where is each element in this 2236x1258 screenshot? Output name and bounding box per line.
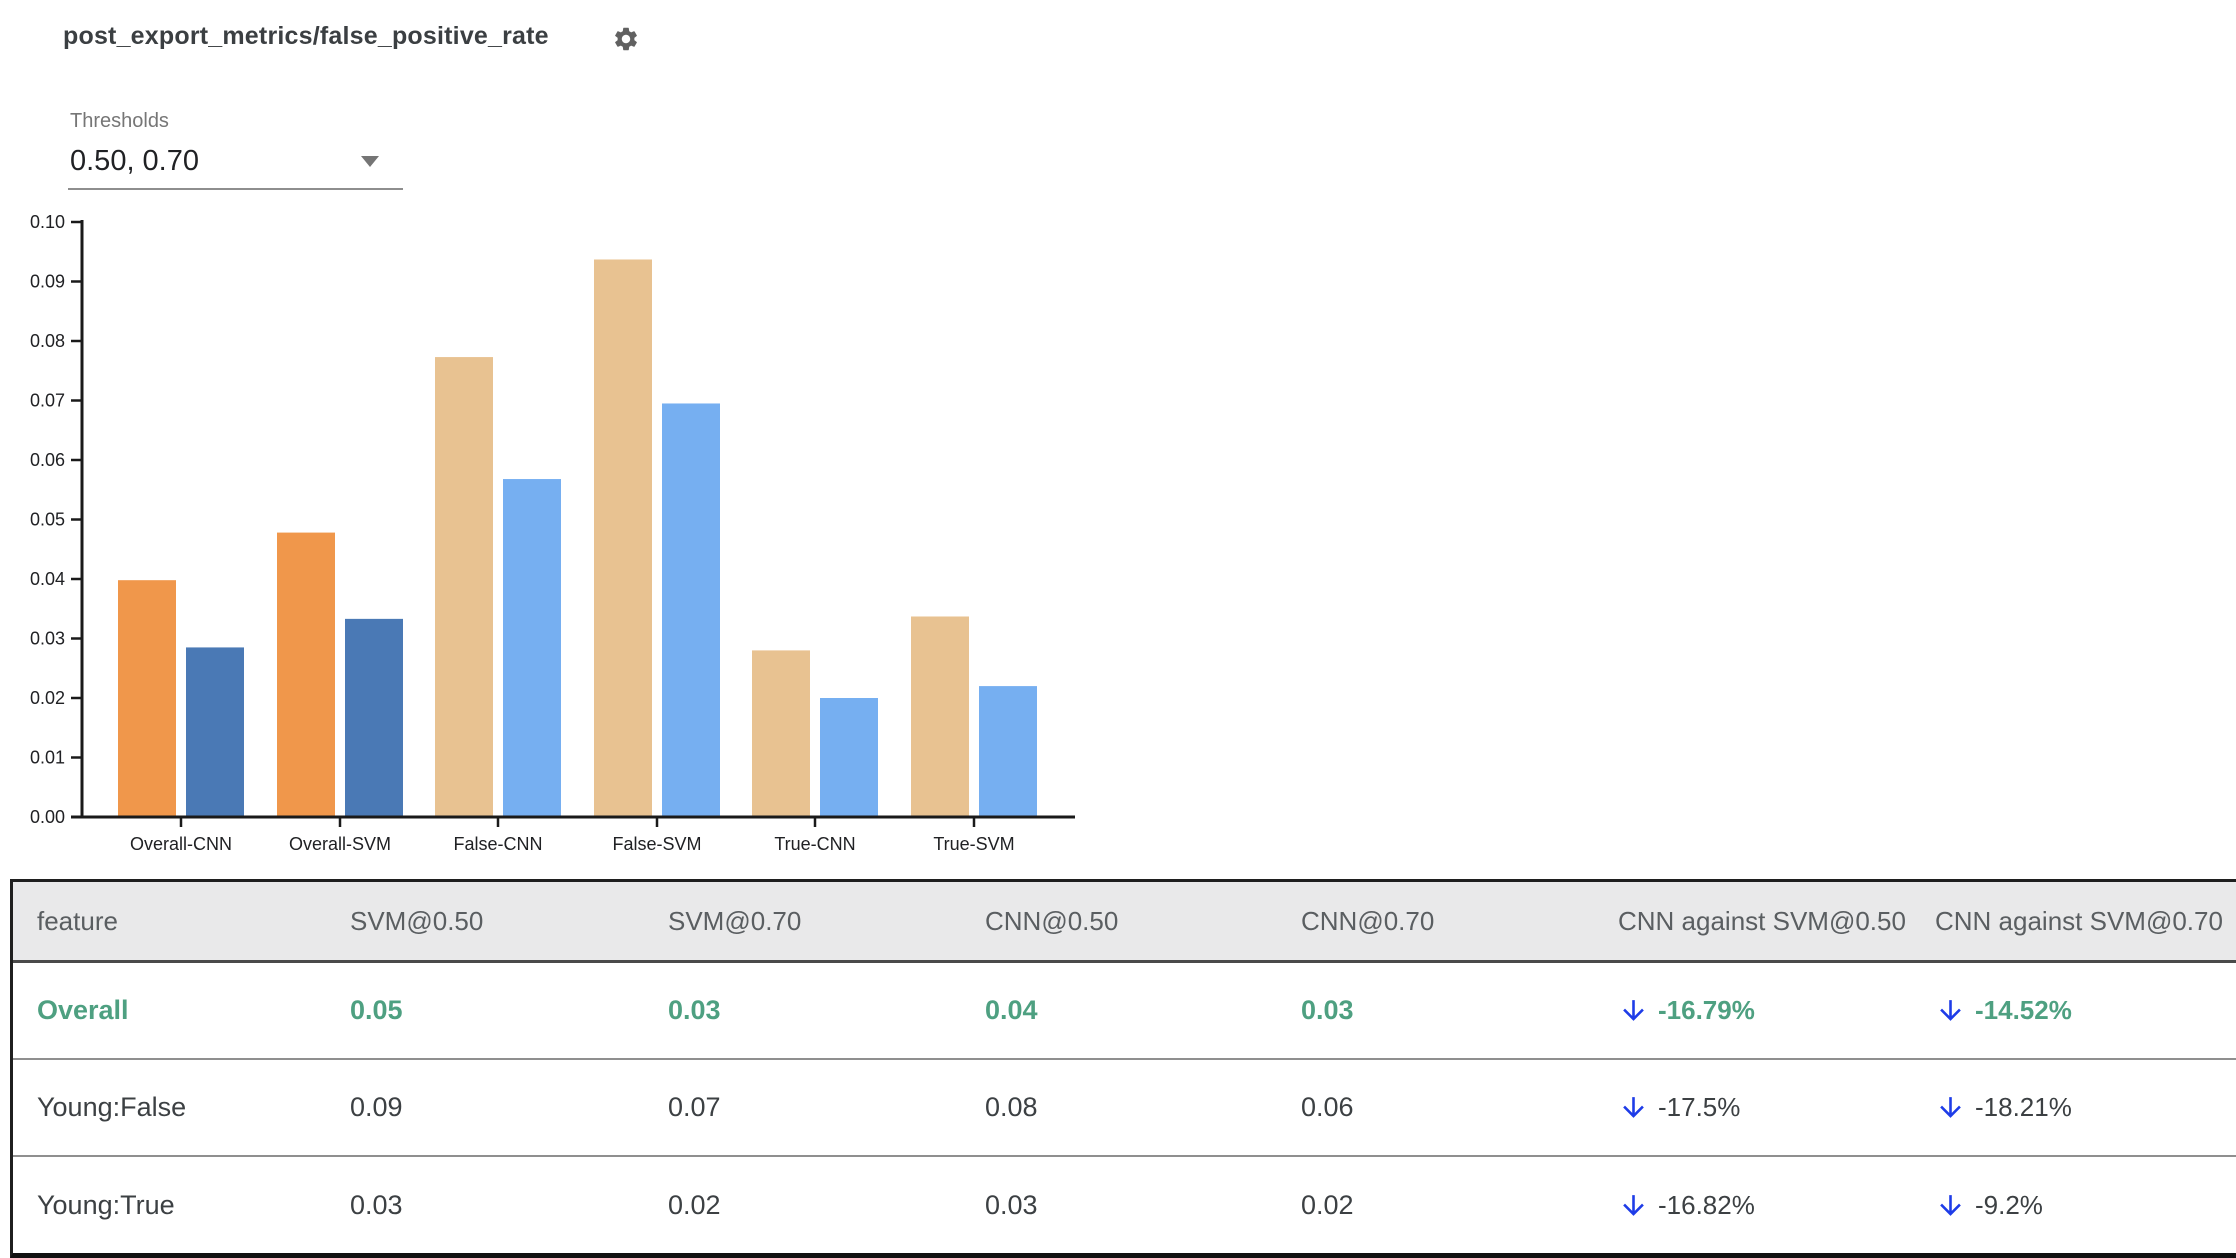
svg-text:0.01: 0.01 [30,748,65,768]
arrow-down-icon [1935,1092,1966,1123]
thresholds-select-label: Thresholds [70,110,169,132]
svg-text:0.03: 0.03 [30,629,65,649]
cnn70-cell: 0.03 [1301,995,1354,1025]
arrow-down-icon [1935,1190,1966,1221]
diff50-value: -16.82% [1658,1189,1755,1220]
column-header-diff70: CNN against SVM@0.70 [1935,905,2223,936]
diff50-value: -17.5% [1658,1092,1741,1122]
table-header-row: feature SVM@0.50 SVM@0.70 CNN@0.50 CNN@0… [13,882,2236,963]
cnn50-cell: 0.08 [985,1092,1038,1122]
arrow-down-icon [1618,1092,1649,1123]
table-row-young-false[interactable]: Young:False 0.09 0.07 0.08 0.06 -17.5% -… [13,1060,2236,1157]
svg-text:0.10: 0.10 [30,212,65,232]
svg-text:0.09: 0.09 [30,272,65,292]
feature-cell: Overall [37,995,129,1025]
svg-text:Overall-SVM: Overall-SVM [289,834,391,854]
thresholds-select[interactable]: Thresholds 0.50, 0.70 [68,110,403,190]
column-header-feature: feature [37,905,118,936]
svm70-cell: 0.07 [668,1092,721,1122]
svg-text:0.04: 0.04 [30,569,65,589]
svg-text:0.07: 0.07 [30,391,65,411]
thresholds-select-value: 0.50, 0.70 [70,145,199,177]
feature-cell: Young:False [37,1092,187,1122]
svg-text:False-CNN: False-CNN [453,834,542,854]
diff70-cell: -14.52% [1935,995,2236,1026]
svg-text:False-SVM: False-SVM [612,834,701,854]
table-row-young-true[interactable]: Young:True 0.03 0.02 0.03 0.02 -16.82% -… [13,1157,2236,1253]
diff50-cell: -16.82% [1618,1190,1935,1221]
arrow-down-icon [1618,1190,1649,1221]
cnn70-cell: 0.06 [1301,1092,1354,1122]
column-header-cnn50: CNN@0.50 [985,905,1119,936]
feature-cell: Young:True [37,1189,175,1220]
settings-gear-icon[interactable] [612,25,640,53]
svg-text:Overall-CNN: Overall-CNN [130,834,232,854]
column-header-svm50: SVM@0.50 [350,905,484,936]
table-row-overall[interactable]: Overall 0.05 0.03 0.04 0.03 -16.79% -14.… [13,963,2236,1060]
cnn50-cell: 0.03 [985,1189,1038,1220]
svm50-cell: 0.03 [350,1189,403,1220]
metrics-table: feature SVM@0.50 SVM@0.70 CNN@0.50 CNN@0… [10,879,2236,1258]
svg-text:True-CNN: True-CNN [774,834,855,854]
cnn70-cell: 0.02 [1301,1189,1354,1220]
svm50-cell: 0.05 [350,995,403,1025]
svm50-cell: 0.09 [350,1092,403,1122]
svm70-cell: 0.03 [668,995,721,1025]
column-header-diff50: CNN against SVM@0.50 [1618,905,1906,936]
cnn50-cell: 0.04 [985,995,1038,1025]
svg-text:0.05: 0.05 [30,510,65,530]
diff70-value: -14.52% [1975,995,2072,1025]
diff70-cell: -18.21% [1935,1092,2236,1123]
diff50-cell: -16.79% [1618,995,1935,1026]
diff70-value: -18.21% [1975,1092,2072,1122]
diff70-cell: -9.2% [1935,1190,2236,1221]
diff50-value: -16.79% [1658,995,1755,1025]
svg-text:0.08: 0.08 [30,331,65,351]
svg-text:0.02: 0.02 [30,688,65,708]
arrow-down-icon [1935,995,1966,1026]
svg-text:0.00: 0.00 [30,807,65,827]
svg-text:True-SVM: True-SVM [933,834,1014,854]
false-positive-rate-bar-chart: 0.00 0.01 0.02 0.03 0.04 0.05 0.06 0.07 0.08 0.09… [0,200,1120,880]
column-header-svm70: SVM@0.70 [668,905,802,936]
arrow-down-icon [1618,995,1649,1026]
column-header-cnn70: CNN@0.70 [1301,905,1435,936]
diff50-cell: -17.5% [1618,1092,1935,1123]
svg-text:0.06: 0.06 [30,450,65,470]
page-title: post_export_metrics/false_positive_rate [63,22,549,50]
svm70-cell: 0.02 [668,1189,721,1220]
dropdown-arrow-icon [361,156,379,167]
diff70-value: -9.2% [1975,1189,2043,1220]
